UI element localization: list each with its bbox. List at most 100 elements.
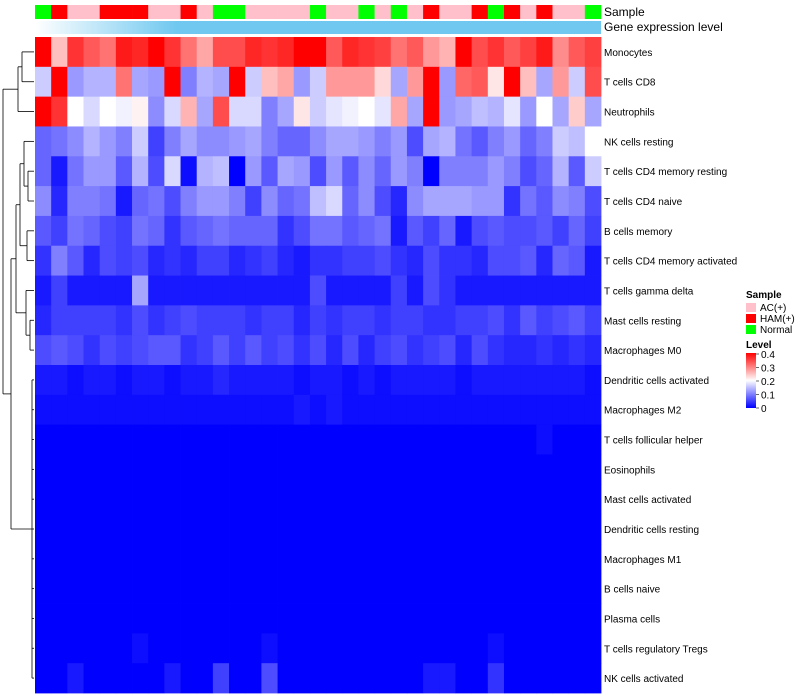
heatmap-cell [229, 424, 246, 455]
heatmap-cell [552, 603, 570, 634]
heatmap-cell [439, 245, 456, 276]
heatmap-cell [293, 186, 311, 217]
heatmap-cell [390, 573, 408, 604]
heatmap-cell [423, 66, 440, 98]
heatmap-cell [358, 633, 375, 664]
sample-annotation-cell [406, 5, 424, 19]
heatmap-cell [35, 126, 52, 157]
heatmap-cell [584, 305, 602, 336]
heatmap-cell [51, 365, 68, 396]
heatmap-cell [115, 484, 133, 515]
row-label: NK cells activated [604, 674, 683, 685]
heatmap-cell [406, 573, 424, 604]
heatmap-cell [229, 126, 246, 157]
heatmap-cell [358, 543, 375, 575]
heatmap-cell [132, 96, 149, 127]
heatmap-cell [552, 454, 570, 485]
row-label: Neutrophils [604, 108, 655, 119]
heatmap-cell [487, 365, 505, 396]
row-label: T cells CD4 memory resting [604, 167, 727, 178]
heatmap-cell [423, 603, 440, 634]
heatmap-cell [293, 156, 311, 187]
heatmap-cell [164, 275, 181, 306]
heatmap-cell [342, 335, 359, 366]
heatmap-cell [552, 96, 570, 127]
heatmap-cell [439, 37, 456, 68]
heatmap-cell [196, 215, 214, 247]
heatmap-cell [51, 543, 68, 575]
legend-swatch [746, 314, 756, 323]
row-label: Mast cells resting [604, 316, 681, 327]
heatmap-cell [67, 335, 84, 366]
heatmap-cell [261, 663, 278, 694]
heatmap-cell [423, 275, 440, 306]
heatmap-cell [115, 126, 133, 157]
heatmap-cell [584, 365, 602, 396]
heatmap-cell [51, 603, 68, 634]
sample-annotation-cell [358, 5, 375, 19]
heatmap-cell [132, 603, 149, 634]
sample-annotation-cell [568, 5, 586, 19]
heatmap-cell [536, 245, 553, 276]
heatmap-cell [584, 514, 602, 545]
heatmap-cell [520, 543, 537, 575]
heatmap-cell [584, 663, 602, 694]
heatmap-cell [423, 573, 440, 604]
heatmap-cell [132, 424, 149, 455]
heatmap-cell [83, 543, 101, 575]
heatmap-cell [326, 37, 343, 68]
heatmap-cell [212, 66, 230, 98]
heatmap-cell [584, 603, 602, 634]
heatmap-cell [503, 215, 521, 247]
heatmap-cell [35, 424, 52, 455]
heatmap-cell [99, 454, 117, 485]
heatmap-cell [309, 394, 327, 426]
heatmap-cell [293, 663, 311, 694]
heatmap-cell [358, 663, 375, 694]
heatmap-cell [309, 66, 327, 98]
heatmap-cell [439, 633, 456, 664]
heatmap-cell [229, 335, 246, 366]
heatmap-cell [568, 633, 586, 664]
heatmap-cell [261, 37, 278, 68]
heatmap-cell [245, 215, 262, 247]
heatmap-cell [180, 424, 198, 455]
heatmap-cell [212, 186, 230, 217]
heatmap-cell [67, 424, 84, 455]
heatmap-cell [35, 156, 52, 187]
heatmap-cell [245, 66, 262, 98]
heatmap-cell [261, 454, 278, 485]
heatmap-cell [406, 543, 424, 575]
heatmap-cell [277, 424, 295, 455]
heatmap-cell [552, 573, 570, 604]
heatmap-cell [115, 663, 133, 694]
heatmap-cell [164, 543, 181, 575]
heatmap-cell [406, 126, 424, 157]
sample-annotation-cell [374, 5, 392, 19]
heatmap-cell [35, 603, 52, 634]
heatmap-cell [503, 543, 521, 575]
heatmap-cell [536, 126, 553, 157]
heatmap-cell [67, 543, 84, 575]
heatmap-cell [455, 156, 473, 187]
heatmap-cell [245, 156, 262, 187]
heatmap-cell [471, 335, 489, 366]
heatmap-cell [342, 186, 359, 217]
heatmap-cell [552, 514, 570, 545]
legend-swatch [746, 303, 756, 312]
heatmap-cell [568, 37, 586, 68]
heatmap-cell [342, 514, 359, 545]
heatmap-cell [423, 663, 440, 694]
heatmap-cell [277, 156, 295, 187]
sample-annotation-cell [51, 5, 68, 19]
sample-annotation-cell [132, 5, 149, 19]
heatmap-cell [374, 573, 392, 604]
heatmap-cell [99, 365, 117, 396]
heatmap-cell [326, 275, 343, 306]
heatmap-cell [164, 186, 181, 217]
row-label: Plasma cells [604, 614, 660, 625]
heatmap-cell [277, 305, 295, 336]
sample-annotation-cell [115, 5, 133, 19]
heatmap-cell [99, 215, 117, 247]
heatmap-cell [261, 424, 278, 455]
